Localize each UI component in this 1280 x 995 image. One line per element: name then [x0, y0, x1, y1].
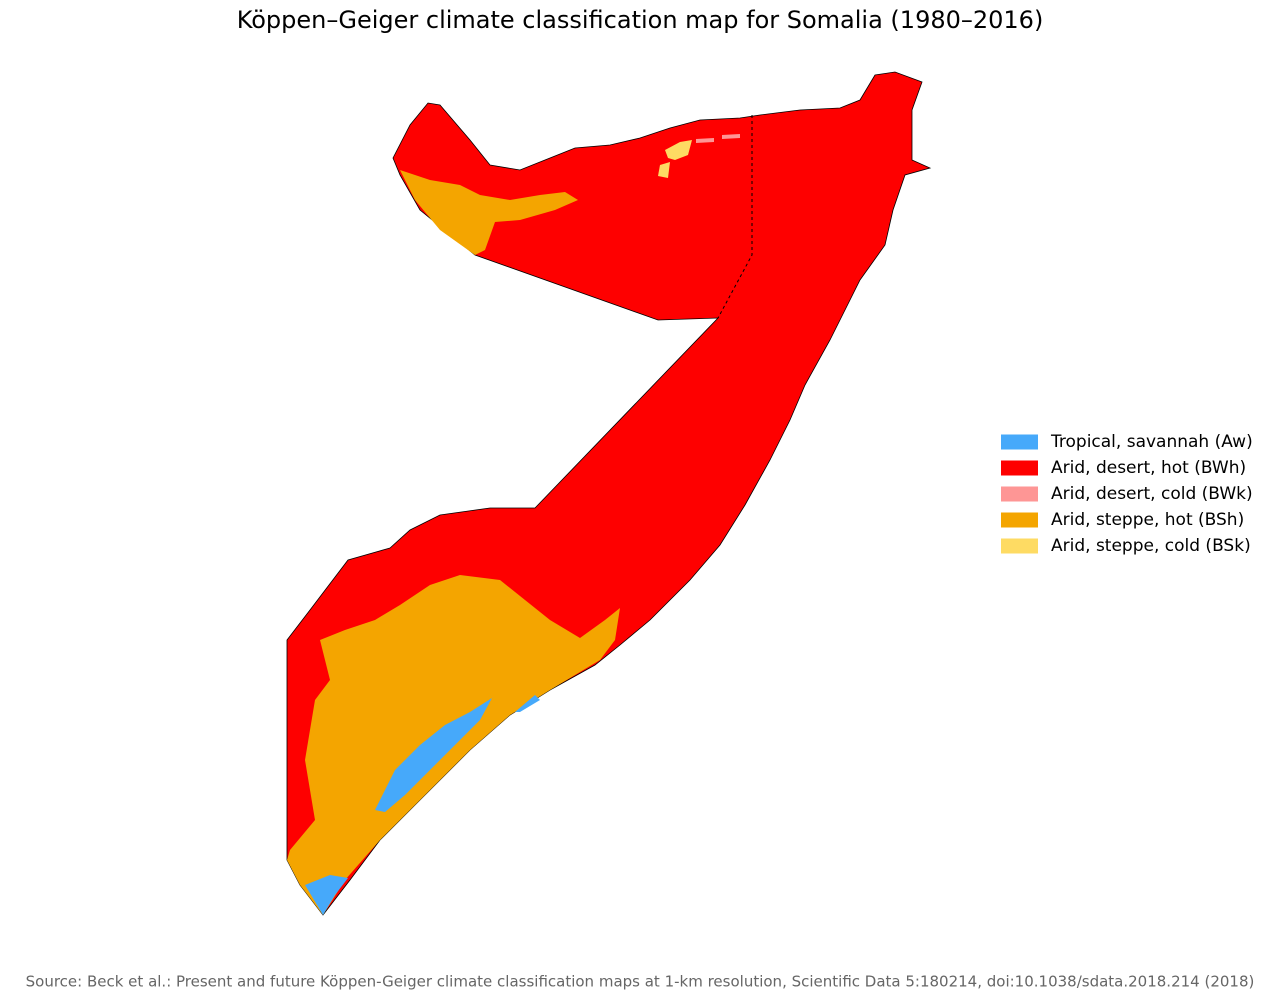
- legend-label: Arid, steppe, hot (BSh): [1051, 510, 1244, 530]
- region: [305, 875, 348, 915]
- legend-label: Arid, desert, hot (BWh): [1051, 458, 1246, 478]
- region: [400, 170, 578, 255]
- region: [658, 162, 670, 178]
- region: [696, 138, 714, 143]
- legend-swatch: [1001, 460, 1038, 476]
- legend-swatch: [1001, 512, 1038, 528]
- region: [375, 698, 492, 812]
- legend-swatch: [1001, 434, 1038, 450]
- region: [515, 695, 540, 712]
- border: [717, 115, 753, 319]
- legend-label: Arid, desert, cold (BWk): [1051, 484, 1253, 504]
- legend-label: Arid, steppe, cold (BSk): [1051, 536, 1251, 556]
- source-note: Source: Beck et al.: Present and future …: [26, 973, 1255, 991]
- legend-swatch: [1001, 538, 1038, 554]
- map: [286, 71, 932, 916]
- region: [722, 134, 740, 139]
- legend-swatch: [1001, 486, 1038, 502]
- region: [665, 140, 692, 160]
- legend-label: Tropical, savannah (Aw): [1050, 432, 1253, 452]
- map-title: Köppen–Geiger climate classification map…: [237, 6, 1044, 34]
- legend: Tropical, savannah (Aw) Arid, desert, hot…: [1001, 432, 1253, 556]
